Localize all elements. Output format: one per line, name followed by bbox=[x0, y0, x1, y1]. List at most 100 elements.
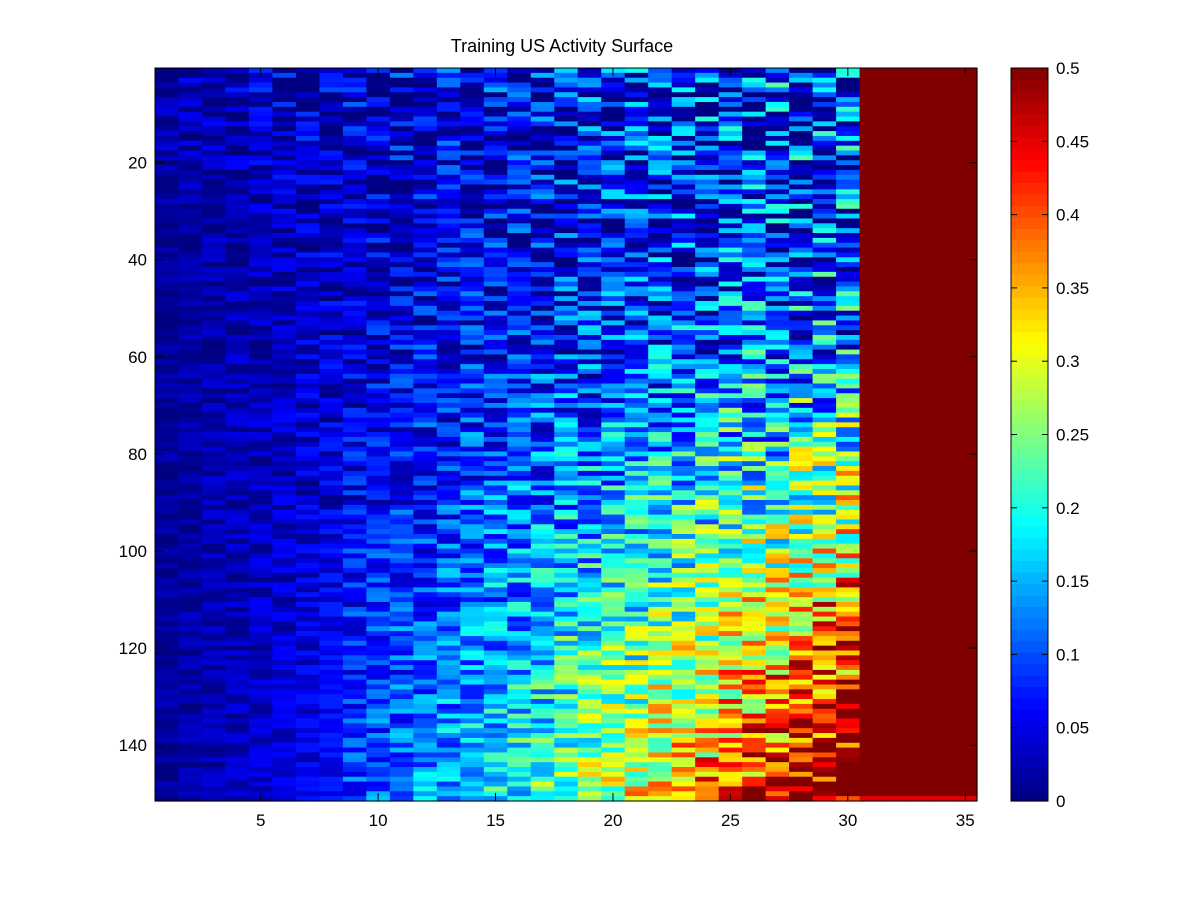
heatmap-cell bbox=[883, 160, 908, 166]
heatmap-cell bbox=[836, 310, 861, 317]
heatmap-cell bbox=[906, 708, 931, 715]
heatmap-cell bbox=[742, 757, 767, 763]
heatmap-cell bbox=[413, 383, 438, 389]
heatmap-cell bbox=[812, 407, 837, 414]
heatmap-cell bbox=[225, 111, 250, 118]
heatmap-cell bbox=[272, 189, 297, 195]
heatmap-cell bbox=[859, 723, 884, 729]
heatmap-cell bbox=[295, 281, 320, 288]
heatmap-cell bbox=[507, 111, 532, 118]
heatmap-cell bbox=[436, 509, 461, 516]
heatmap-cell bbox=[342, 106, 367, 113]
heatmap-cell bbox=[248, 490, 274, 496]
heatmap-cell bbox=[295, 174, 320, 181]
heatmap-cell bbox=[155, 213, 180, 220]
heatmap-cell bbox=[366, 500, 391, 506]
heatmap-cell bbox=[389, 92, 414, 98]
heatmap-cell bbox=[906, 368, 931, 375]
heatmap-cell bbox=[342, 689, 367, 695]
heatmap-cell bbox=[248, 82, 274, 89]
heatmap-cell bbox=[319, 718, 344, 724]
heatmap-cell bbox=[906, 684, 931, 690]
heatmap-cell bbox=[413, 184, 438, 190]
heatmap-cell bbox=[953, 179, 978, 186]
heatmap-cell bbox=[601, 708, 626, 715]
heatmap-cell bbox=[648, 179, 673, 186]
heatmap-cell bbox=[671, 606, 696, 613]
heatmap-cell bbox=[789, 577, 814, 584]
heatmap-cell bbox=[460, 470, 485, 477]
heatmap-cell bbox=[554, 194, 579, 200]
heatmap-cell bbox=[953, 194, 978, 200]
heatmap-cell bbox=[883, 635, 908, 642]
heatmap-cell bbox=[155, 354, 180, 360]
heatmap-cell bbox=[342, 373, 367, 380]
heatmap-cell bbox=[789, 572, 814, 579]
heatmap-cell bbox=[342, 587, 367, 593]
heatmap-cell bbox=[789, 592, 814, 598]
heatmap-cell bbox=[742, 645, 767, 652]
heatmap-cell bbox=[155, 271, 180, 278]
heatmap-cell bbox=[718, 378, 743, 385]
heatmap-cell bbox=[460, 189, 485, 195]
heatmap-cell bbox=[836, 262, 861, 268]
heatmap-cell bbox=[507, 165, 532, 171]
heatmap-cell bbox=[601, 194, 626, 200]
heatmap-cell bbox=[601, 529, 626, 535]
heatmap-cell bbox=[272, 383, 297, 389]
heatmap-cell bbox=[342, 247, 367, 254]
heatmap-cell bbox=[530, 101, 555, 108]
heatmap-cell bbox=[413, 728, 438, 734]
heatmap-cell bbox=[413, 271, 438, 278]
heatmap-cell bbox=[507, 208, 532, 215]
heatmap-cell bbox=[178, 121, 203, 127]
heatmap-cell bbox=[530, 82, 555, 89]
heatmap-cell bbox=[155, 364, 180, 370]
heatmap-cell bbox=[859, 514, 884, 521]
heatmap-cell bbox=[248, 145, 274, 152]
heatmap-cell bbox=[413, 257, 438, 263]
heatmap-cell bbox=[225, 480, 250, 487]
heatmap-cell bbox=[953, 500, 978, 506]
heatmap-cell bbox=[930, 742, 955, 749]
heatmap-cell bbox=[201, 301, 227, 307]
heatmap-cell bbox=[178, 349, 203, 355]
heatmap-cell bbox=[789, 276, 814, 283]
heatmap-cell bbox=[507, 446, 532, 453]
heatmap-cell bbox=[930, 160, 955, 166]
heatmap-cell bbox=[201, 174, 227, 181]
heatmap-cell bbox=[413, 359, 438, 365]
heatmap-cell bbox=[671, 145, 696, 152]
heatmap-cell bbox=[201, 305, 227, 312]
heatmap-cell bbox=[413, 621, 438, 627]
heatmap-cell bbox=[836, 179, 861, 186]
heatmap-cell bbox=[695, 567, 720, 574]
heatmap-cell bbox=[155, 703, 180, 710]
heatmap-cell bbox=[624, 189, 649, 195]
heatmap-cell bbox=[413, 587, 438, 593]
heatmap-cell bbox=[789, 398, 814, 404]
heatmap-cell bbox=[460, 713, 485, 720]
heatmap-cell bbox=[648, 631, 673, 637]
heatmap-cell bbox=[201, 728, 227, 734]
heatmap-cell bbox=[295, 402, 320, 409]
heatmap-cell bbox=[953, 626, 978, 632]
heatmap-cell bbox=[436, 291, 461, 297]
heatmap-cell bbox=[671, 601, 696, 608]
heatmap-cell bbox=[155, 466, 180, 472]
heatmap-cell bbox=[554, 271, 579, 278]
heatmap-cell bbox=[812, 383, 837, 389]
heatmap-cell bbox=[507, 514, 532, 521]
heatmap-cell bbox=[789, 733, 814, 739]
heatmap-cell bbox=[554, 616, 579, 622]
heatmap-cell bbox=[342, 388, 367, 394]
heatmap-cell bbox=[930, 616, 955, 622]
heatmap-cell bbox=[436, 106, 461, 113]
heatmap-cell bbox=[930, 223, 955, 229]
heatmap-cell bbox=[742, 548, 767, 555]
heatmap-cell bbox=[930, 679, 955, 686]
heatmap-cell bbox=[413, 708, 438, 715]
heatmap-cell bbox=[930, 194, 955, 200]
heatmap-cell bbox=[436, 456, 461, 462]
heatmap-cell bbox=[413, 373, 438, 380]
